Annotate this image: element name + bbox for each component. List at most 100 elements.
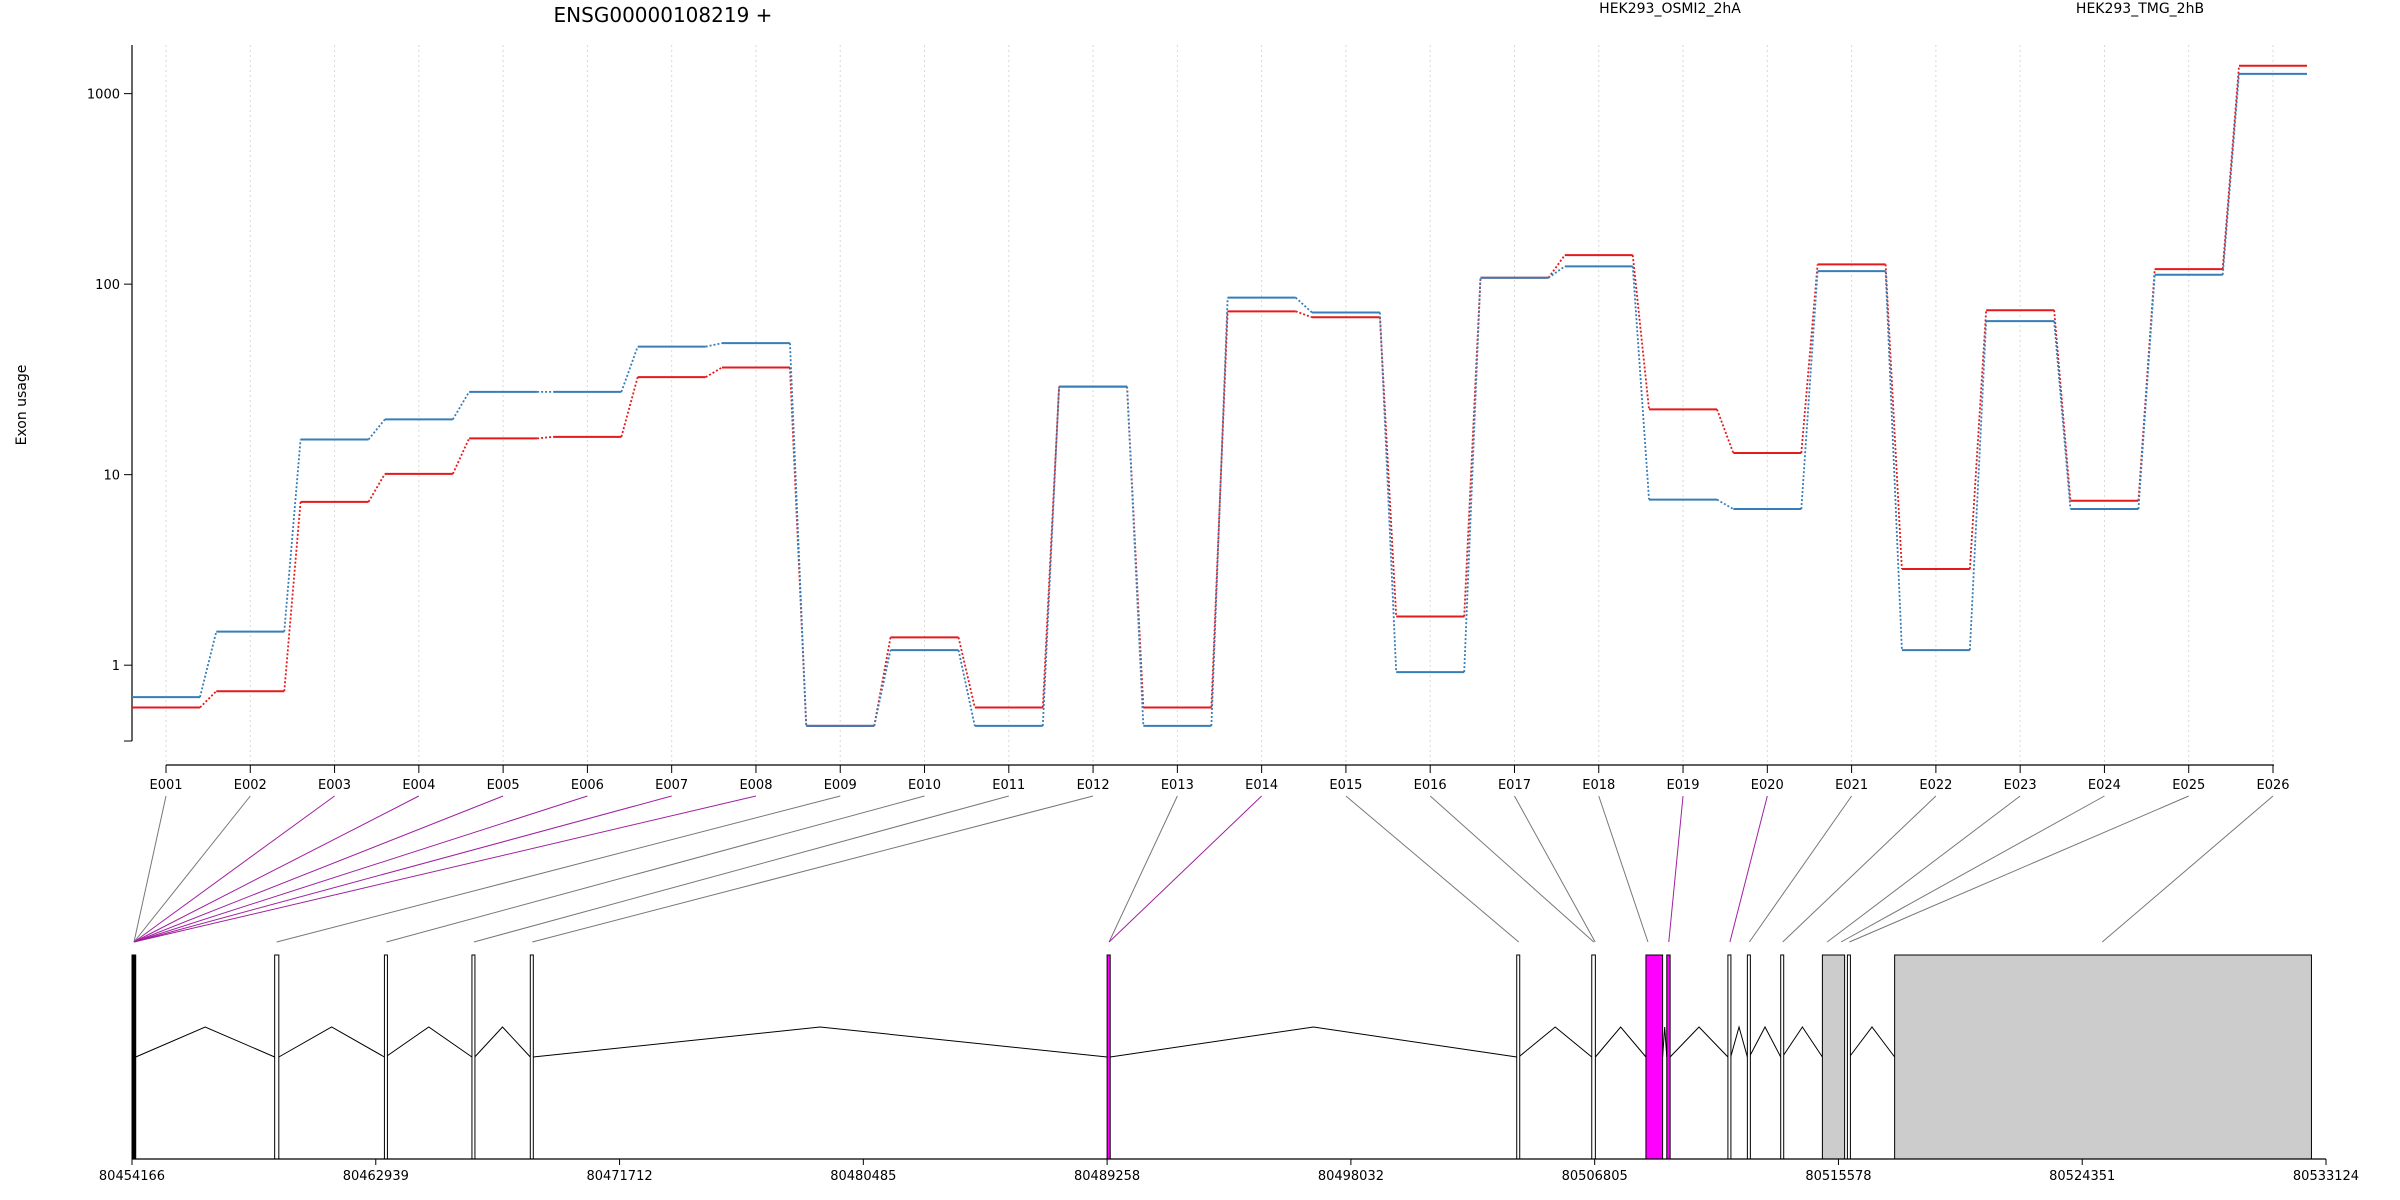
x-tick-label: E018 [1582,778,1615,793]
y-axis: 1 10 100 1000 [87,45,133,742]
series-2-link [2221,73,2240,275]
intron-line [1781,1026,1823,1058]
x-tick-label: E024 [2088,778,2121,793]
exon-block [1894,954,2312,1160]
intron-line [1110,1026,1517,1058]
exon-block [1516,954,1521,1160]
x-tick-label: E006 [571,778,604,793]
connector-E012 [532,795,1094,943]
connector-E010 [386,795,925,943]
x-tick-label: E001 [149,778,182,793]
connector-E009 [276,795,841,943]
series-1-link [1631,255,1650,410]
plot-title: ENSG00000108219 + [554,3,773,27]
connector-E005 [133,795,504,943]
connector-E015 [1345,795,1520,943]
intron-line [1662,1026,1668,1058]
exon-block [274,954,280,1160]
series-1-link [620,376,639,438]
connector-E021 [1748,795,1853,943]
genomic-tick-label: 80471712 [586,1169,652,1184]
series-2-link [199,631,218,698]
series-1-link [1800,264,1819,454]
connector-E001 [133,795,167,943]
y-tick-label: 10 [103,469,120,484]
series-1 [132,64,2307,727]
intron-line [1748,1025,1782,1058]
series-1-link [2221,65,2240,270]
series-1-link [1041,386,1060,708]
connector-E018 [1598,795,1649,943]
series-2-link [1968,321,1988,651]
connector-E024 [1840,795,2105,943]
intron-line [1730,1025,1748,1058]
intron-line [385,1026,473,1058]
series-1-link [1379,317,1398,617]
exon-block [529,954,534,1160]
series-2-link [1716,498,1734,510]
x-axis: E001 E002 E003 E004 E005 E006 E007 E008 E009 E010… [149,764,2290,793]
exon-block [1727,954,1732,1160]
series-1-link [705,366,723,378]
x-tick-label: E025 [2172,778,2205,793]
exon-block [1821,954,1846,1160]
genomic-tick-label: 80515578 [1805,1169,1871,1184]
connector-E013 [1108,795,1178,943]
connector-E020 [1729,795,1768,943]
intron-line [1669,1026,1729,1058]
legend-series-2: HEK293_TMG_2hB [2076,1,2204,17]
connector-E016 [1429,795,1595,943]
intron-line [278,1026,385,1058]
exon-block [1645,954,1664,1160]
connector-E022 [1782,795,1937,943]
x-tick-label: E007 [655,778,688,793]
x-tick-label: E019 [1667,778,1700,793]
series-2-link [1210,297,1229,726]
x-tick-label: E021 [1835,778,1868,793]
series-2-link [873,649,892,727]
genomic-tick-label: 80498032 [1318,1169,1384,1184]
connector-E025 [1849,795,2189,943]
series-1-link [1884,264,1903,569]
series-2-link [957,649,976,727]
intron-line [1518,1026,1593,1058]
x-tick-label: E026 [2256,778,2289,793]
exon-block [383,954,388,1160]
connector-E023 [1826,795,2021,943]
series-lines [132,64,2307,727]
y-tick-label: 1 [112,659,120,674]
series-2-link [1463,277,1482,673]
series-2-link [1800,271,1819,510]
intron-line [1594,1026,1647,1058]
x-tick-label: E003 [318,778,351,793]
series-1-link [452,438,470,475]
genomic-tick-label: 80506805 [1562,1169,1628,1184]
intron-line [474,1026,531,1058]
series-1-link [1463,277,1482,617]
exon-block [471,954,476,1160]
genomic-tick-label: 80480485 [830,1169,896,1184]
connector-E017 [1514,795,1596,943]
connector-E011 [473,795,1009,943]
exon-block [1666,954,1671,1160]
x-tick-label: E013 [1161,778,1194,793]
x-tick-label: E010 [908,778,941,793]
x-tick-label: E022 [1919,778,1952,793]
x-tick-label: E012 [1077,778,1110,793]
series-2 [132,72,2307,727]
exon-block [1846,954,1851,1160]
series-1-link [957,637,976,708]
connector-E014 [1108,795,1262,943]
exon-block [131,954,137,1160]
series-2-link [2053,320,2072,510]
connector-E019 [1668,795,1684,943]
connector-E007 [133,795,672,943]
connector-E004 [133,795,420,943]
series-1-link [1968,310,1988,570]
connector-E002 [133,795,251,943]
x-tick-label: E011 [992,778,1025,793]
intron-line [1848,1026,1896,1058]
series-2-link [789,343,808,726]
y-tick-label: 1000 [87,88,120,103]
connector-E003 [133,795,335,943]
